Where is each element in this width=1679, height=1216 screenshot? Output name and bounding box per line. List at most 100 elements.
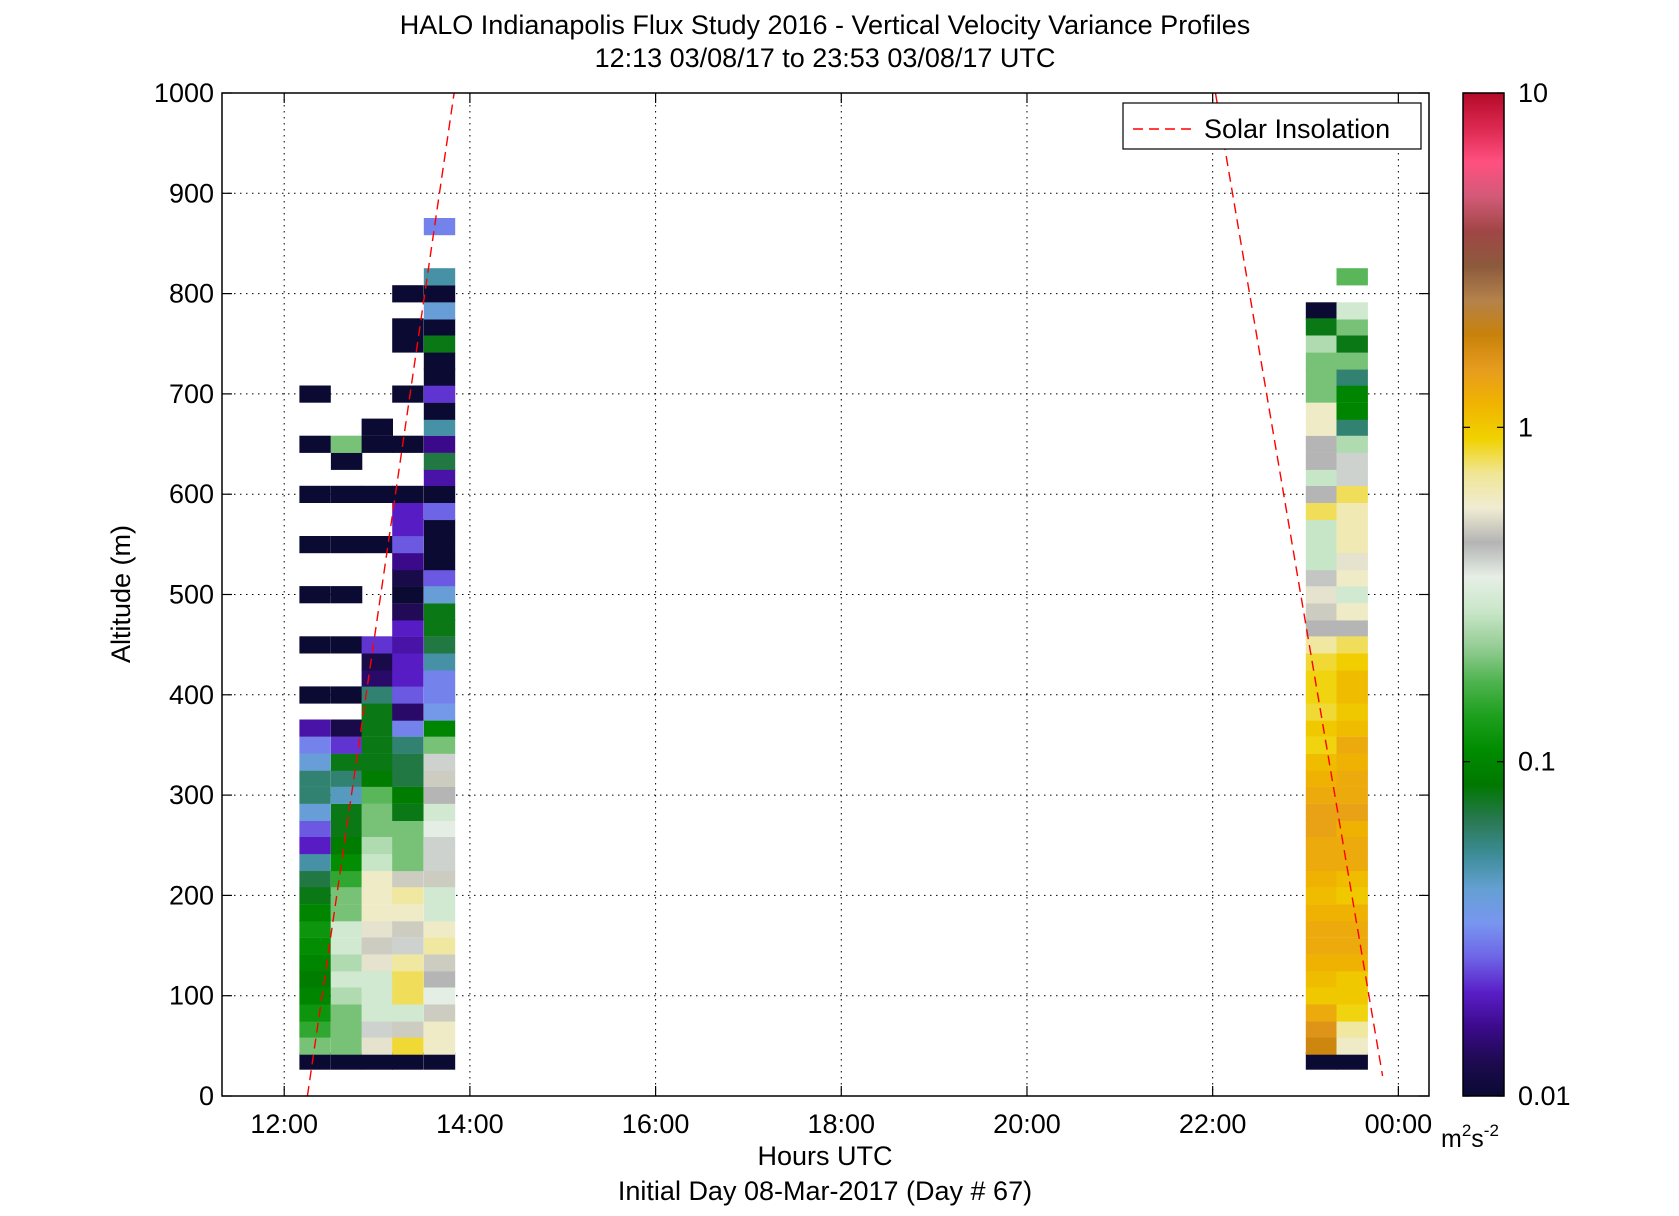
heatmap-cell — [423, 987, 456, 1005]
heatmap-cell — [1336, 468, 1368, 486]
heatmap-cell — [330, 920, 363, 938]
heatmap-cell — [361, 686, 393, 704]
heatmap-cell — [1336, 1052, 1368, 1070]
heatmap-cell — [1336, 569, 1368, 587]
heatmap-cell — [1336, 418, 1368, 436]
solar-insolation-line — [306, 93, 455, 1096]
heatmap-cell — [392, 970, 424, 988]
heatmap-cell — [392, 786, 424, 804]
heatmap-cell — [1336, 636, 1368, 654]
heatmap-cell — [423, 686, 456, 704]
heatmap-cell — [1336, 853, 1368, 872]
heatmap-cell — [1336, 1020, 1368, 1038]
y-tick-label: 1000 — [154, 78, 214, 108]
solar-insolation-lines — [306, 93, 1384, 1096]
heatmap-cell — [392, 769, 424, 787]
heatmap-cell — [1336, 402, 1368, 420]
heatmap-cell — [392, 937, 424, 955]
heatmap-cell — [423, 418, 456, 436]
heatmap-cell — [1305, 468, 1338, 486]
heatmap-cell — [1305, 418, 1338, 436]
x-tick-label: 16:00 — [622, 1109, 690, 1139]
heatmap-cell — [1305, 603, 1338, 621]
heatmap-cell — [392, 653, 424, 671]
legend-label: Solar Insolation — [1204, 114, 1390, 144]
heatmap-cell — [1305, 769, 1338, 787]
x-axis-sublabel: Initial Day 08-Mar-2017 (Day # 67) — [618, 1176, 1032, 1206]
heatmap-cell — [1336, 769, 1368, 787]
y-tick-label: 0 — [199, 1081, 214, 1111]
heatmap-cell — [423, 586, 456, 604]
heatmap-cell — [392, 518, 424, 537]
x-axis-label: Hours UTC — [757, 1141, 892, 1171]
heatmap-cell — [1336, 502, 1368, 521]
heatmap-cell — [392, 920, 424, 938]
heatmap-cell — [423, 1037, 456, 1055]
heatmap-cell — [330, 1037, 363, 1055]
colorbar-gradient — [1462, 92, 1505, 1097]
heatmap-cell — [392, 318, 424, 336]
heatmap-cell — [330, 452, 363, 470]
heatmap-cell — [1336, 887, 1368, 905]
heatmap-cell — [1336, 937, 1368, 955]
heatmap-cell — [423, 285, 456, 303]
heatmap-cell — [330, 819, 363, 837]
heatmap-cell — [392, 753, 424, 771]
heatmap-cell — [423, 318, 456, 336]
heatmap-cell — [423, 402, 456, 420]
heatmap-cell — [423, 970, 456, 988]
x-axis-ticks: 12:00 14:00 16:00 18:00 20:00 22:00 00:00 — [250, 93, 1432, 1139]
heatmap-cell — [423, 452, 456, 470]
colorbar-tick-label: 10 — [1518, 78, 1548, 108]
heatmap-cell — [423, 803, 456, 821]
heatmap-cell — [1336, 719, 1368, 737]
heatmap-cell — [392, 954, 424, 972]
heatmap-cell — [392, 485, 424, 503]
heatmap-cell — [423, 385, 456, 403]
heatmap-cell — [1336, 954, 1368, 972]
heatmap-cell — [423, 468, 456, 486]
y-tick-label: 200 — [169, 880, 214, 910]
heatmap-cell — [392, 1004, 424, 1022]
heatmap-cell — [423, 619, 456, 637]
unit-exp-2: 2 — [1462, 1121, 1471, 1140]
heatmap-cell — [361, 786, 393, 804]
heatmap-cell — [330, 870, 363, 888]
heatmap-cell — [423, 569, 456, 587]
heatmap-cell — [1305, 887, 1338, 905]
solar-insolation-line — [1214, 93, 1384, 1077]
heatmap-cell — [330, 1052, 363, 1070]
heatmap-cell — [1305, 368, 1338, 386]
heatmap-cell — [1336, 669, 1368, 687]
heatmap-cell — [1305, 636, 1338, 654]
heatmap-cell — [392, 586, 424, 604]
heatmap-cell — [299, 385, 331, 403]
heatmap-cell — [299, 719, 331, 737]
heatmap-cell — [392, 669, 424, 687]
heatmap-cell — [1305, 719, 1338, 737]
colorbar-tick-label: 0.01 — [1518, 1081, 1571, 1111]
heatmap-cell — [1336, 786, 1368, 804]
x-tick-label: 00:00 — [1365, 1109, 1433, 1139]
heatmap-cell — [1305, 335, 1338, 353]
x-tick-label: 22:00 — [1179, 1109, 1247, 1139]
heatmap-cell — [423, 518, 456, 537]
heatmap-cell — [1336, 302, 1368, 320]
heatmap-cell — [299, 887, 331, 905]
heatmap-cell — [1336, 686, 1368, 704]
heatmap-cell — [392, 887, 424, 905]
heatmap-cell — [299, 536, 331, 554]
heatmap-cell — [1336, 753, 1368, 771]
heatmap-cell — [423, 553, 456, 571]
heatmap-cell — [361, 887, 393, 905]
colorbar-ticks: 0.01 0.1 1 10 — [1463, 78, 1571, 1111]
heatmap-cell — [1336, 920, 1368, 938]
heatmap-cell — [330, 904, 363, 922]
heatmap-cell — [1305, 1037, 1338, 1055]
heatmap-cell — [1305, 518, 1338, 537]
heatmap-cell — [299, 786, 331, 804]
heatmap-cell — [1336, 653, 1368, 671]
heatmap-cell — [361, 653, 393, 671]
heatmap-cell — [1305, 1052, 1338, 1070]
heatmap-cell — [361, 736, 393, 754]
